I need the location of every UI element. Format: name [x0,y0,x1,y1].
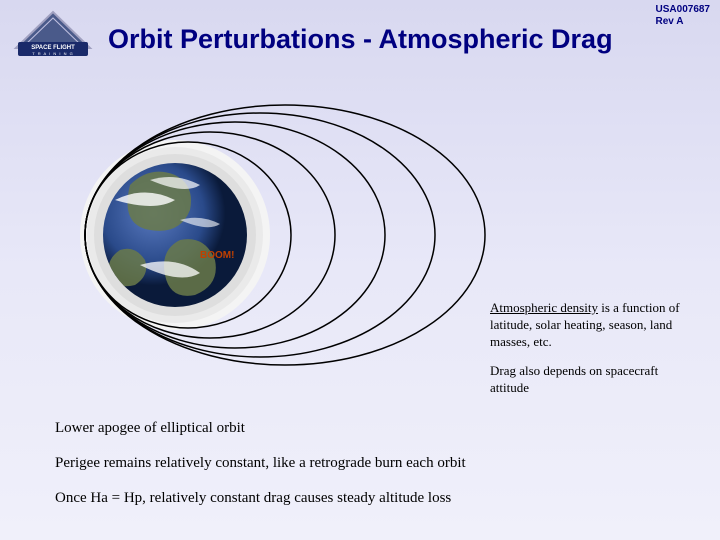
bottom-line-1: Lower apogee of elliptical orbit [55,420,680,437]
side-p1: Atmospheric density is a function of lat… [490,300,700,351]
boom-label: BOOM! [200,250,234,261]
side-p1-term: Atmospheric density [490,300,598,315]
side-p2: Drag also depends on spacecraft attitude [490,363,700,397]
doc-id-line1: USA007687 [656,4,710,16]
bottom-line-2: Perigee remains relatively constant, lik… [55,455,680,472]
page-title: Orbit Perturbations - Atmospheric Drag [108,24,712,55]
orbit-diagram [30,90,490,370]
side-paragraphs: Atmospheric density is a function of lat… [490,300,700,408]
logo: SPACE FLIGHT T R A I N I N G [8,8,98,58]
logo-text-bottom: T R A I N I N G [32,51,73,56]
bottom-line-3: Once Ha = Hp, relatively constant drag c… [55,490,680,507]
